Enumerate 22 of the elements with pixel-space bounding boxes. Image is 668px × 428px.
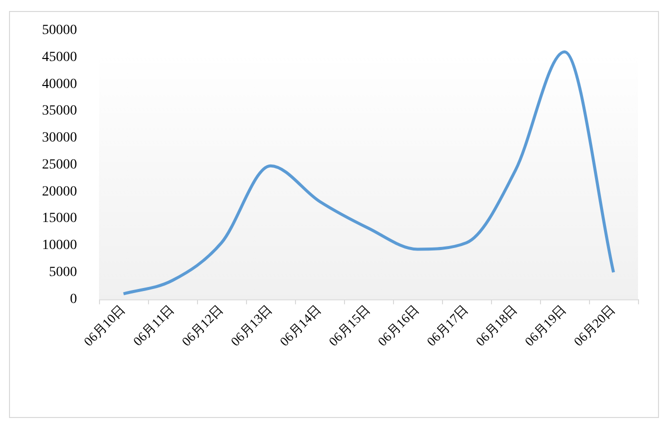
x-tick-label: 06月20日 bbox=[570, 302, 618, 350]
y-tick-label: 25000 bbox=[42, 157, 77, 172]
y-tick-label: 0 bbox=[70, 292, 77, 307]
y-tick-label: 45000 bbox=[42, 50, 77, 65]
x-tick-label: 06月16日 bbox=[374, 302, 422, 350]
y-tick-label: 30000 bbox=[42, 130, 77, 146]
y-tick-label: 10000 bbox=[42, 238, 77, 254]
y-tick-label: 20000 bbox=[42, 184, 77, 200]
x-tick-label: 06月15日 bbox=[326, 302, 374, 350]
y-tick-label: 40000 bbox=[42, 76, 77, 92]
x-tick-label: 06月17日 bbox=[424, 302, 472, 350]
y-tick-label: 15000 bbox=[42, 211, 77, 226]
x-tick-label: 06月11日 bbox=[130, 302, 178, 349]
x-tick-label: 06月18日 bbox=[472, 302, 520, 350]
y-tick-label: 35000 bbox=[42, 104, 77, 119]
x-tick-label: 06月13日 bbox=[228, 302, 276, 350]
y-tick-label: 50000 bbox=[42, 23, 77, 38]
x-tick-label: 06月12日 bbox=[178, 302, 226, 350]
x-tick-label: 06月14日 bbox=[276, 302, 324, 350]
y-tick-label: 5000 bbox=[49, 264, 77, 280]
x-tick-label: 06月10日 bbox=[80, 302, 128, 350]
x-tick-label: 06月19日 bbox=[522, 302, 570, 350]
